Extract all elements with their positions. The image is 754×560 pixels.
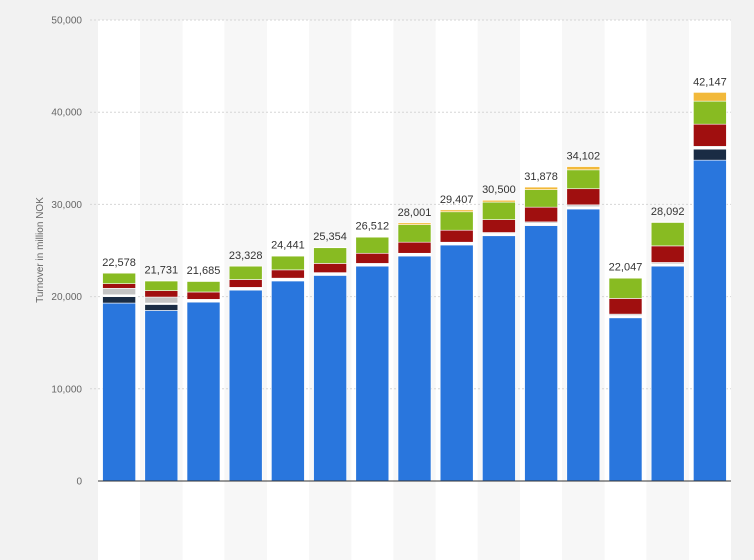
bar-segment <box>439 211 474 231</box>
bar-total-label: 30,500 <box>482 184 516 196</box>
bar-segment <box>566 166 601 171</box>
bar-segment <box>608 317 643 482</box>
bar-segment <box>144 310 179 482</box>
bar-segment <box>313 263 347 273</box>
bar-segment <box>693 123 727 147</box>
bar-total-label: 28,092 <box>651 206 685 218</box>
bar-segment <box>524 189 558 208</box>
bar-segment <box>102 272 136 284</box>
bar-total-label: 28,001 <box>398 207 432 219</box>
bar-segment <box>524 206 558 223</box>
bar-segment <box>482 219 516 233</box>
y-axis: 0 10,000 20,000 30,000 40,000 50,000 <box>51 16 82 488</box>
bar-segment <box>144 280 179 291</box>
bar-segment <box>355 252 390 264</box>
bar-segment <box>693 159 727 482</box>
bar-segment <box>524 186 558 190</box>
bar-segment <box>144 304 179 311</box>
bar-segment <box>313 247 347 264</box>
bar-segment <box>355 236 390 254</box>
bar-segment <box>482 235 516 482</box>
bar-segment <box>693 92 727 102</box>
bar-segment <box>102 302 136 482</box>
bar-segment <box>439 209 474 213</box>
bar-segment <box>186 291 221 300</box>
bar-segment <box>397 224 432 243</box>
bar-total-label: 24,441 <box>271 240 305 252</box>
bar-segment <box>566 208 601 482</box>
bar-segment <box>650 245 685 263</box>
bar-total-label: 21,685 <box>187 265 221 277</box>
bar-segment <box>313 275 347 482</box>
bar-segment <box>228 279 263 288</box>
bar-segment <box>397 222 432 225</box>
bar-total-label: 23,328 <box>229 250 263 262</box>
bar-segment <box>482 199 516 203</box>
bar-total-label: 31,878 <box>524 171 558 183</box>
y-tick-label: 30,000 <box>51 200 82 211</box>
bar-total-label: 42,147 <box>693 76 727 88</box>
bar-segment <box>271 280 305 482</box>
data-labels: 22,578 21,731 21,685 23,328 24,441 25,354 26,5… <box>102 76 726 277</box>
bar-segment <box>144 290 179 298</box>
bar-segment <box>566 188 601 206</box>
bar-segment <box>355 236 390 238</box>
bar-segment <box>482 201 516 220</box>
bar-segment <box>228 289 263 482</box>
bar-segment <box>271 255 305 271</box>
bar-total-label: 22,578 <box>102 257 136 269</box>
bar-segment <box>102 288 136 296</box>
bar-segment <box>355 265 390 482</box>
bar-segment <box>186 301 221 482</box>
bar-total-label: 25,354 <box>313 231 347 243</box>
bar-segment <box>228 265 263 280</box>
bar-total-label: 29,407 <box>440 194 474 206</box>
bar-segment <box>693 100 727 125</box>
y-tick-label: 20,000 <box>51 292 82 303</box>
bar-total-label: 22,047 <box>609 262 643 274</box>
bar-segment <box>102 283 136 289</box>
bar-segment <box>271 269 305 279</box>
bar-segment <box>566 169 601 190</box>
bar-segment <box>693 148 727 161</box>
bar-segment <box>397 255 432 482</box>
bar-segment <box>608 298 643 315</box>
bar-total-label: 21,731 <box>144 265 178 277</box>
bar-segment <box>439 229 474 243</box>
bar-segment <box>650 222 685 247</box>
bar-segment <box>186 281 221 293</box>
y-tick-label: 0 <box>76 477 82 488</box>
bar-segment <box>439 244 474 482</box>
y-tick-label: 50,000 <box>51 16 82 27</box>
bar-segment <box>524 225 558 482</box>
bar-segment <box>144 296 179 304</box>
bar-total-label: 34,102 <box>566 151 600 163</box>
y-axis-title: Turnover in million NOK <box>35 197 46 303</box>
bar-segment <box>650 265 685 482</box>
y-tick-label: 40,000 <box>51 108 82 119</box>
bars <box>102 92 727 482</box>
bar-segment <box>102 296 136 304</box>
bar-segment <box>608 277 643 299</box>
bar-segment <box>397 241 432 254</box>
bar-total-label: 26,512 <box>355 221 389 233</box>
y-tick-label: 10,000 <box>51 384 82 395</box>
